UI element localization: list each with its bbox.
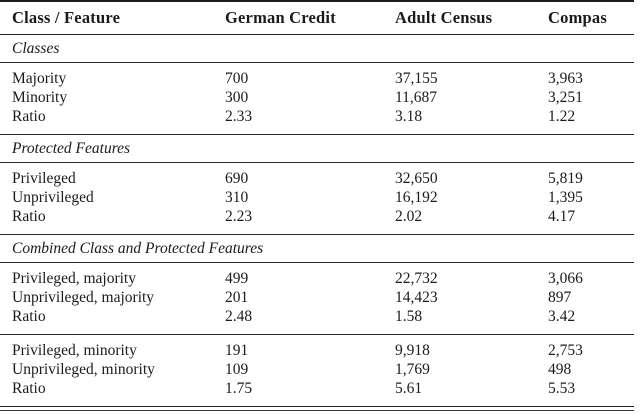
section-header-row: Protected Features <box>0 134 634 163</box>
row-value: 2,753 <box>548 342 583 359</box>
row-label: Majority <box>12 70 67 87</box>
table-row: Ratio 1.75 5.61 5.53 <box>0 379 634 407</box>
table-row: Unprivileged 310 16,192 1,395 <box>0 188 634 207</box>
row-value: 2.23 <box>225 208 253 225</box>
row-value: 498 <box>548 361 572 378</box>
bottom-rule <box>0 410 634 411</box>
dataset-statistics-table: Class / Feature German Credit Adult Cens… <box>0 0 634 407</box>
table-row: Ratio 2.33 3.18 1.22 <box>0 107 634 135</box>
column-header-class-feature: Class / Feature <box>0 1 225 35</box>
row-label: Ratio <box>12 108 46 125</box>
row-value: 9,918 <box>395 342 430 359</box>
table-row: Privileged, minority 191 9,918 2,753 <box>0 334 634 361</box>
table-row: Ratio 2.23 2.02 4.17 <box>0 207 634 235</box>
row-value: 5.61 <box>395 380 423 397</box>
section-header-row: Combined Class and Protected Features <box>0 234 634 263</box>
row-value: 11,687 <box>395 89 438 106</box>
table-header-row: Class / Feature German Credit Adult Cens… <box>0 1 634 35</box>
row-value: 310 <box>225 189 249 206</box>
row-value: 2.02 <box>395 208 423 225</box>
row-label: Minority <box>12 89 68 106</box>
row-value: 1.58 <box>395 308 423 325</box>
row-value: 22,732 <box>395 270 438 287</box>
table-row: Minority 300 11,687 3,251 <box>0 88 634 107</box>
row-value: 201 <box>225 289 249 306</box>
table-row: Unprivileged, minority 109 1,769 498 <box>0 360 634 379</box>
row-label: Ratio <box>12 208 46 225</box>
row-label: Privileged, minority <box>12 342 137 359</box>
row-value: 2.33 <box>225 108 253 125</box>
row-value: 1.75 <box>225 380 253 397</box>
column-header-compas: Compas <box>548 1 634 35</box>
row-value: 300 <box>225 89 249 106</box>
row-value: 3.42 <box>548 308 576 325</box>
row-value: 14,423 <box>395 289 438 306</box>
row-value: 690 <box>225 170 249 187</box>
row-value: 897 <box>548 289 572 306</box>
row-value: 700 <box>225 70 249 87</box>
row-label: Privileged, majority <box>12 270 136 287</box>
section-header-row: Classes <box>0 34 634 63</box>
row-label: Ratio <box>12 308 46 325</box>
row-value: 3,251 <box>548 89 583 106</box>
row-value: 32,650 <box>395 170 438 187</box>
row-value: 1.22 <box>548 108 576 125</box>
row-label: Unprivileged, minority <box>12 361 155 378</box>
row-value: 37,155 <box>395 70 438 87</box>
row-label: Unprivileged, majority <box>12 289 155 306</box>
table-row: Unprivileged, majority 201 14,423 897 <box>0 288 634 307</box>
row-label: Unprivileged <box>12 189 94 206</box>
table-body: Classes Majority 700 37,155 3,963 Minority 300… <box>0 34 634 407</box>
column-header-adult-census: Adult Census <box>395 1 548 35</box>
table-row: Ratio 2.48 1.58 3.42 <box>0 307 634 335</box>
table-row: Privileged 690 32,650 5,819 <box>0 163 634 189</box>
table-header: Class / Feature German Credit Adult Cens… <box>0 1 634 35</box>
section-header-label: Protected Features <box>12 140 131 157</box>
row-value: 3.18 <box>395 108 423 125</box>
row-value: 499 <box>225 270 249 287</box>
row-value: 3,066 <box>548 270 583 287</box>
column-header-german-credit: German Credit <box>225 1 395 35</box>
row-value: 16,192 <box>395 189 438 206</box>
section-header-label: Classes <box>12 40 60 57</box>
section-header-label: Combined Class and Protected Features <box>12 240 264 257</box>
row-label: Ratio <box>12 380 46 397</box>
row-value: 1,395 <box>548 189 583 206</box>
row-value: 4.17 <box>548 208 576 225</box>
row-value: 1,769 <box>395 361 430 378</box>
row-value: 3,963 <box>548 70 583 87</box>
row-value: 5.53 <box>548 380 576 397</box>
table-row: Majority 700 37,155 3,963 <box>0 63 634 89</box>
table-row: Privileged, majority 499 22,732 3,066 <box>0 263 634 289</box>
row-value: 2.48 <box>225 308 253 325</box>
row-label: Privileged <box>12 170 76 187</box>
row-value: 191 <box>225 342 249 359</box>
row-value: 5,819 <box>548 170 583 187</box>
row-value: 109 <box>225 361 249 378</box>
